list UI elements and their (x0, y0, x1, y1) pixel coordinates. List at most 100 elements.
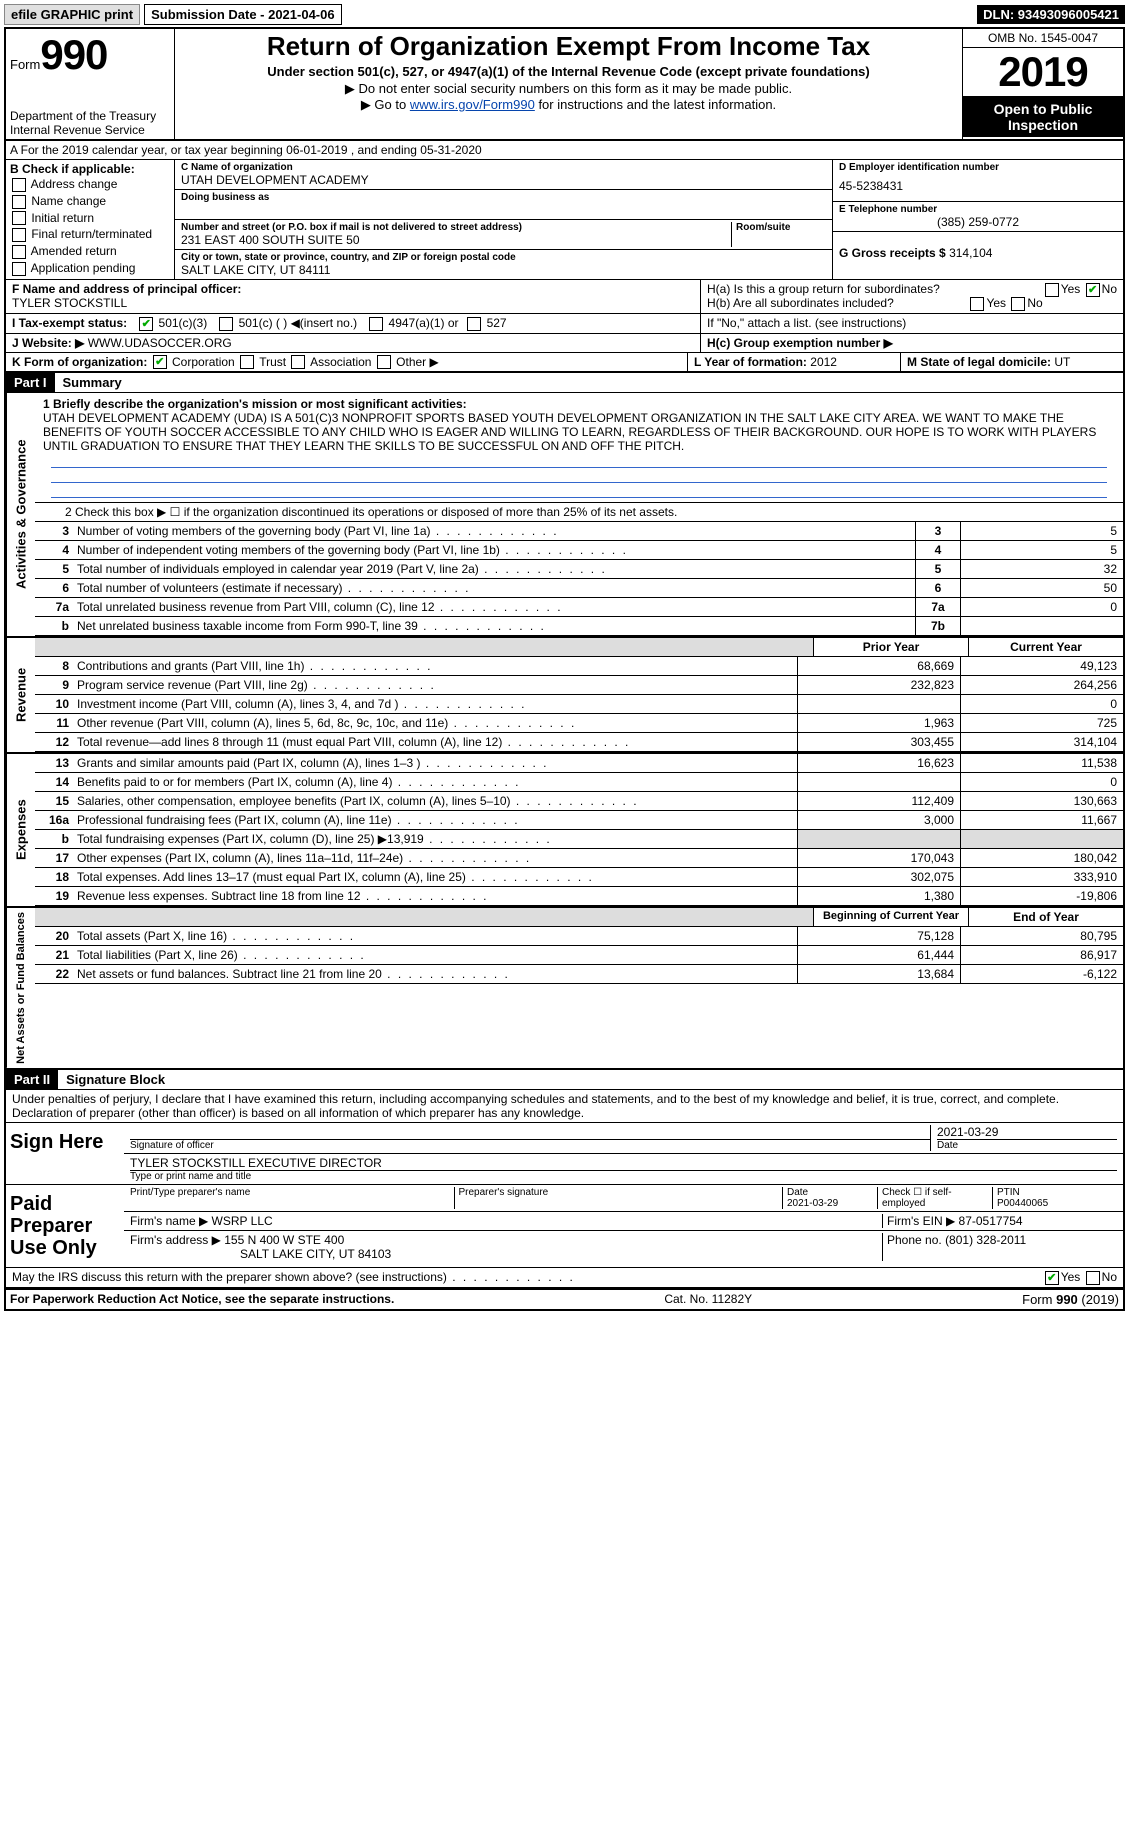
cb-trust[interactable] (240, 355, 254, 369)
irs-link[interactable]: www.irs.gov/Form990 (410, 97, 535, 112)
line-num: 17 (35, 849, 73, 867)
cb-other[interactable] (377, 355, 391, 369)
line-desc: Salaries, other compensation, employee b… (73, 792, 797, 810)
cb-assoc[interactable] (291, 355, 305, 369)
cb-4947[interactable] (369, 317, 383, 331)
state-domicile-label: M State of legal domicile: (907, 355, 1051, 369)
current-val: 86,917 (960, 946, 1123, 964)
line-val (960, 617, 1123, 635)
current-val: -6,122 (960, 965, 1123, 983)
hb-yes[interactable] (970, 297, 984, 311)
cb-name-change[interactable]: Name change (10, 193, 170, 210)
prior-val: 303,455 (797, 733, 960, 751)
form-org-label: K Form of organization: (12, 355, 147, 369)
line-desc: Revenue less expenses. Subtract line 18 … (73, 887, 797, 905)
current-val: 180,042 (960, 849, 1123, 867)
line-desc: Total expenses. Add lines 13–17 (must eq… (73, 868, 797, 886)
line-num: 3 (35, 522, 73, 540)
website: WWW.UDASOCCER.ORG (88, 336, 232, 350)
line-desc: Number of independent voting members of … (73, 541, 915, 559)
current-val: 80,795 (960, 927, 1123, 945)
line-num: 19 (35, 887, 73, 905)
current-year-hdr: Current Year (968, 638, 1123, 656)
line-num: 5 (35, 560, 73, 578)
officer-name: TYLER STOCKSTILL (12, 296, 127, 310)
sig-officer-label: Signature of officer (130, 1139, 930, 1151)
cb-501c3[interactable] (139, 317, 153, 331)
room-label: Room/suite (736, 222, 826, 233)
ha-yes[interactable] (1045, 283, 1059, 297)
discuss-yes[interactable] (1045, 1271, 1059, 1285)
net-spacer (35, 908, 813, 926)
prior-val: 3,000 (797, 811, 960, 829)
line-val: 5 (960, 541, 1123, 559)
line-desc: Professional fundraising fees (Part IX, … (73, 811, 797, 829)
line-num: 14 (35, 773, 73, 791)
tax-year-range: A For the 2019 calendar year, or tax yea… (6, 141, 1123, 160)
hb-no[interactable] (1011, 297, 1025, 311)
line-num: 18 (35, 868, 73, 886)
print-name-label: Print/Type preparer's name (130, 1187, 455, 1209)
line-desc: Total revenue—add lines 8 through 11 (mu… (73, 733, 797, 751)
ptin: P00440065 (997, 1198, 1048, 1209)
firm-ein: 87-0517754 (959, 1214, 1023, 1228)
line-num: 13 (35, 754, 73, 772)
line-val: 50 (960, 579, 1123, 597)
cb-initial-return[interactable]: Initial return (10, 210, 170, 227)
line-num: 8 (35, 657, 73, 675)
prior-val (797, 830, 960, 848)
cb-527[interactable] (467, 317, 481, 331)
line-desc: Investment income (Part VIII, column (A)… (73, 695, 797, 713)
firm-phone: (801) 328-2011 (945, 1233, 1026, 1247)
line-desc: Total number of individuals employed in … (73, 560, 915, 578)
perjury-text: Under penalties of perjury, I declare th… (6, 1090, 1123, 1123)
prior-val (797, 773, 960, 791)
hc-label: H(c) Group exemption number ▶ (707, 336, 893, 350)
prior-val: 232,823 (797, 676, 960, 694)
line-num: 20 (35, 927, 73, 945)
prior-val (797, 695, 960, 713)
telephone: (385) 259-0772 (839, 215, 1117, 229)
gross-label: G Gross receipts $ (839, 246, 946, 260)
cb-application-pending[interactable]: Application pending (10, 260, 170, 277)
line-num: b (35, 617, 73, 635)
discuss-no[interactable] (1086, 1271, 1100, 1285)
line-num: 15 (35, 792, 73, 810)
ssn-note: ▶ Do not enter social security numbers o… (179, 81, 958, 97)
officer-name-title: TYLER STOCKSTILL EXECUTIVE DIRECTOR (130, 1156, 382, 1170)
cb-final-return[interactable]: Final return/terminated (10, 226, 170, 243)
current-val: 0 (960, 695, 1123, 713)
paid-preparer-label: Paid Preparer Use Only (6, 1185, 124, 1267)
current-val: 0 (960, 773, 1123, 791)
footer-mid: Cat. No. 11282Y (664, 1292, 752, 1307)
cb-corp[interactable] (153, 355, 167, 369)
mission-text: UTAH DEVELOPMENT ACADEMY (UDA) IS A 501(… (43, 411, 1096, 453)
firm-city: SALT LAKE CITY, UT 84103 (130, 1247, 391, 1261)
prior-val: 1,380 (797, 887, 960, 905)
goto-prefix: ▶ Go to (361, 97, 410, 112)
b-spacer (35, 638, 813, 656)
line-desc: Total unrelated business revenue from Pa… (73, 598, 915, 616)
line1-label: 1 Briefly describe the organization's mi… (43, 397, 467, 411)
firm-name: WSRP LLC (212, 1214, 273, 1228)
firm-addr-label: Firm's address ▶ (130, 1233, 221, 1247)
ha-no[interactable] (1086, 283, 1100, 297)
line-desc: Net unrelated business taxable income fr… (73, 617, 915, 635)
line-num: 16a (35, 811, 73, 829)
current-val: 11,538 (960, 754, 1123, 772)
prior-val: 170,043 (797, 849, 960, 867)
ha-label: H(a) Is this a group return for subordin… (707, 282, 940, 296)
cb-address-change[interactable]: Address change (10, 176, 170, 193)
cb-amended-return[interactable]: Amended return (10, 243, 170, 260)
goto-suffix: for instructions and the latest informat… (535, 97, 776, 112)
cb-501c[interactable] (219, 317, 233, 331)
part2-title: Signature Block (58, 1070, 173, 1089)
prior-year-hdr: Prior Year (813, 638, 968, 656)
line-desc: Benefits paid to or for members (Part IX… (73, 773, 797, 791)
line-box: 3 (915, 522, 960, 540)
efile-print-button[interactable]: efile GRAPHIC print (4, 4, 140, 25)
tax-status-label: I Tax-exempt status: (12, 316, 127, 330)
ein-label: D Employer identification number (839, 162, 1117, 173)
prior-val: 16,623 (797, 754, 960, 772)
prior-val: 13,684 (797, 965, 960, 983)
